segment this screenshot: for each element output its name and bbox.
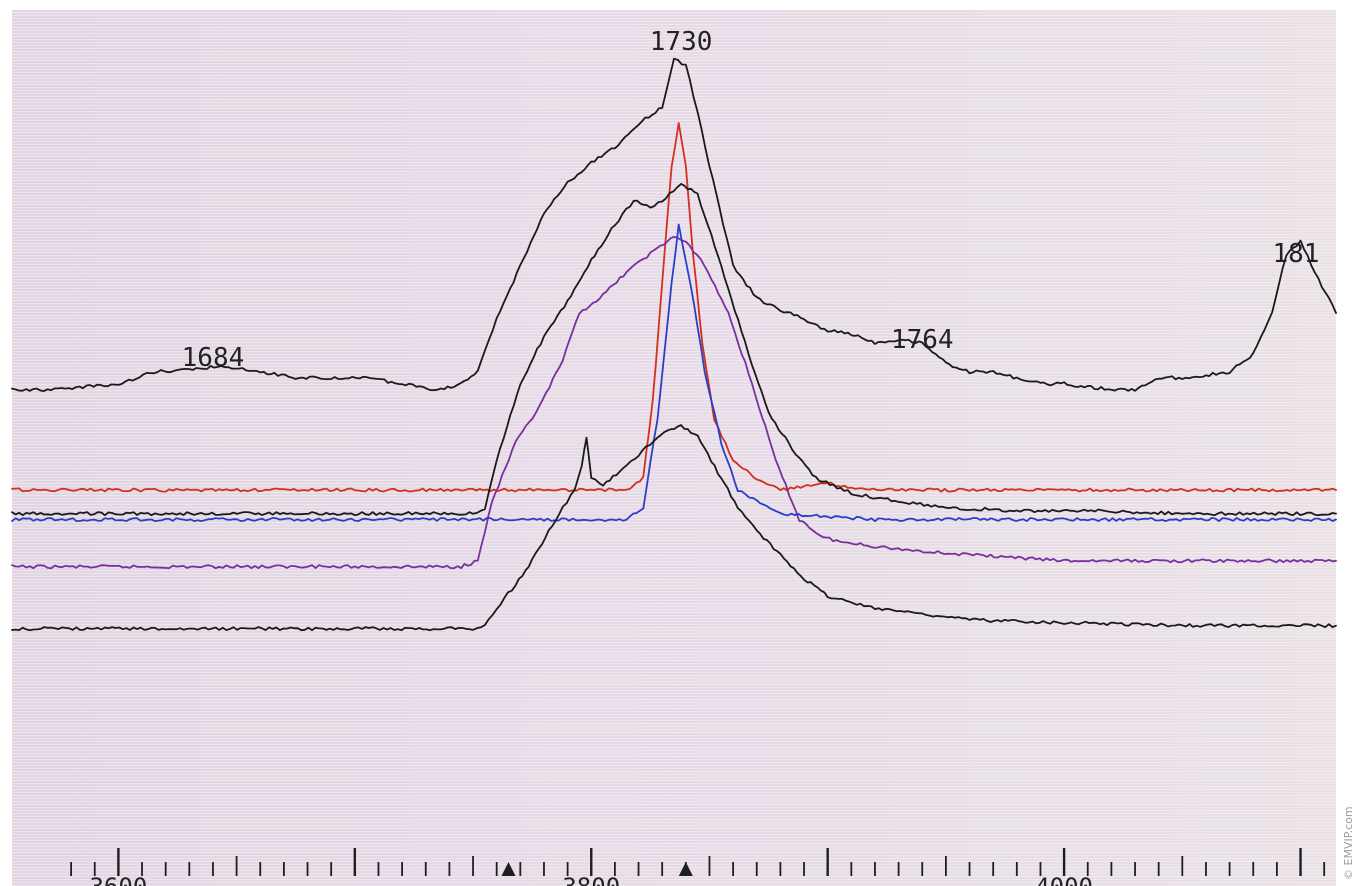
trace-line-2 bbox=[11, 122, 1337, 493]
x-tick-label: 4000 bbox=[1035, 873, 1093, 886]
credit-text: © EMVIP.com bbox=[1342, 806, 1355, 880]
trace-line-6 bbox=[11, 424, 1337, 632]
x-axis: 3600 3800 4000 bbox=[70, 848, 1326, 886]
peak-label: 1684 bbox=[182, 343, 245, 373]
trace-line-5 bbox=[11, 223, 1337, 522]
trace-line-3 bbox=[11, 182, 1337, 517]
marker-triangle bbox=[501, 862, 516, 876]
x-tick-label: 3800 bbox=[562, 873, 620, 886]
trace-line-1 bbox=[11, 57, 1337, 393]
peak-label: 1764 bbox=[891, 325, 954, 355]
peak-label: 1730 bbox=[650, 27, 713, 57]
marker-triangle bbox=[678, 862, 693, 876]
trace-group bbox=[11, 57, 1337, 632]
scanlines bbox=[12, 10, 1336, 886]
peak-labels: 1684 1730 1764 181 bbox=[182, 27, 1320, 373]
peak-label: 181 bbox=[1272, 239, 1319, 269]
trace-line-4 bbox=[11, 235, 1337, 570]
x-tick-label: 3600 bbox=[89, 873, 147, 886]
